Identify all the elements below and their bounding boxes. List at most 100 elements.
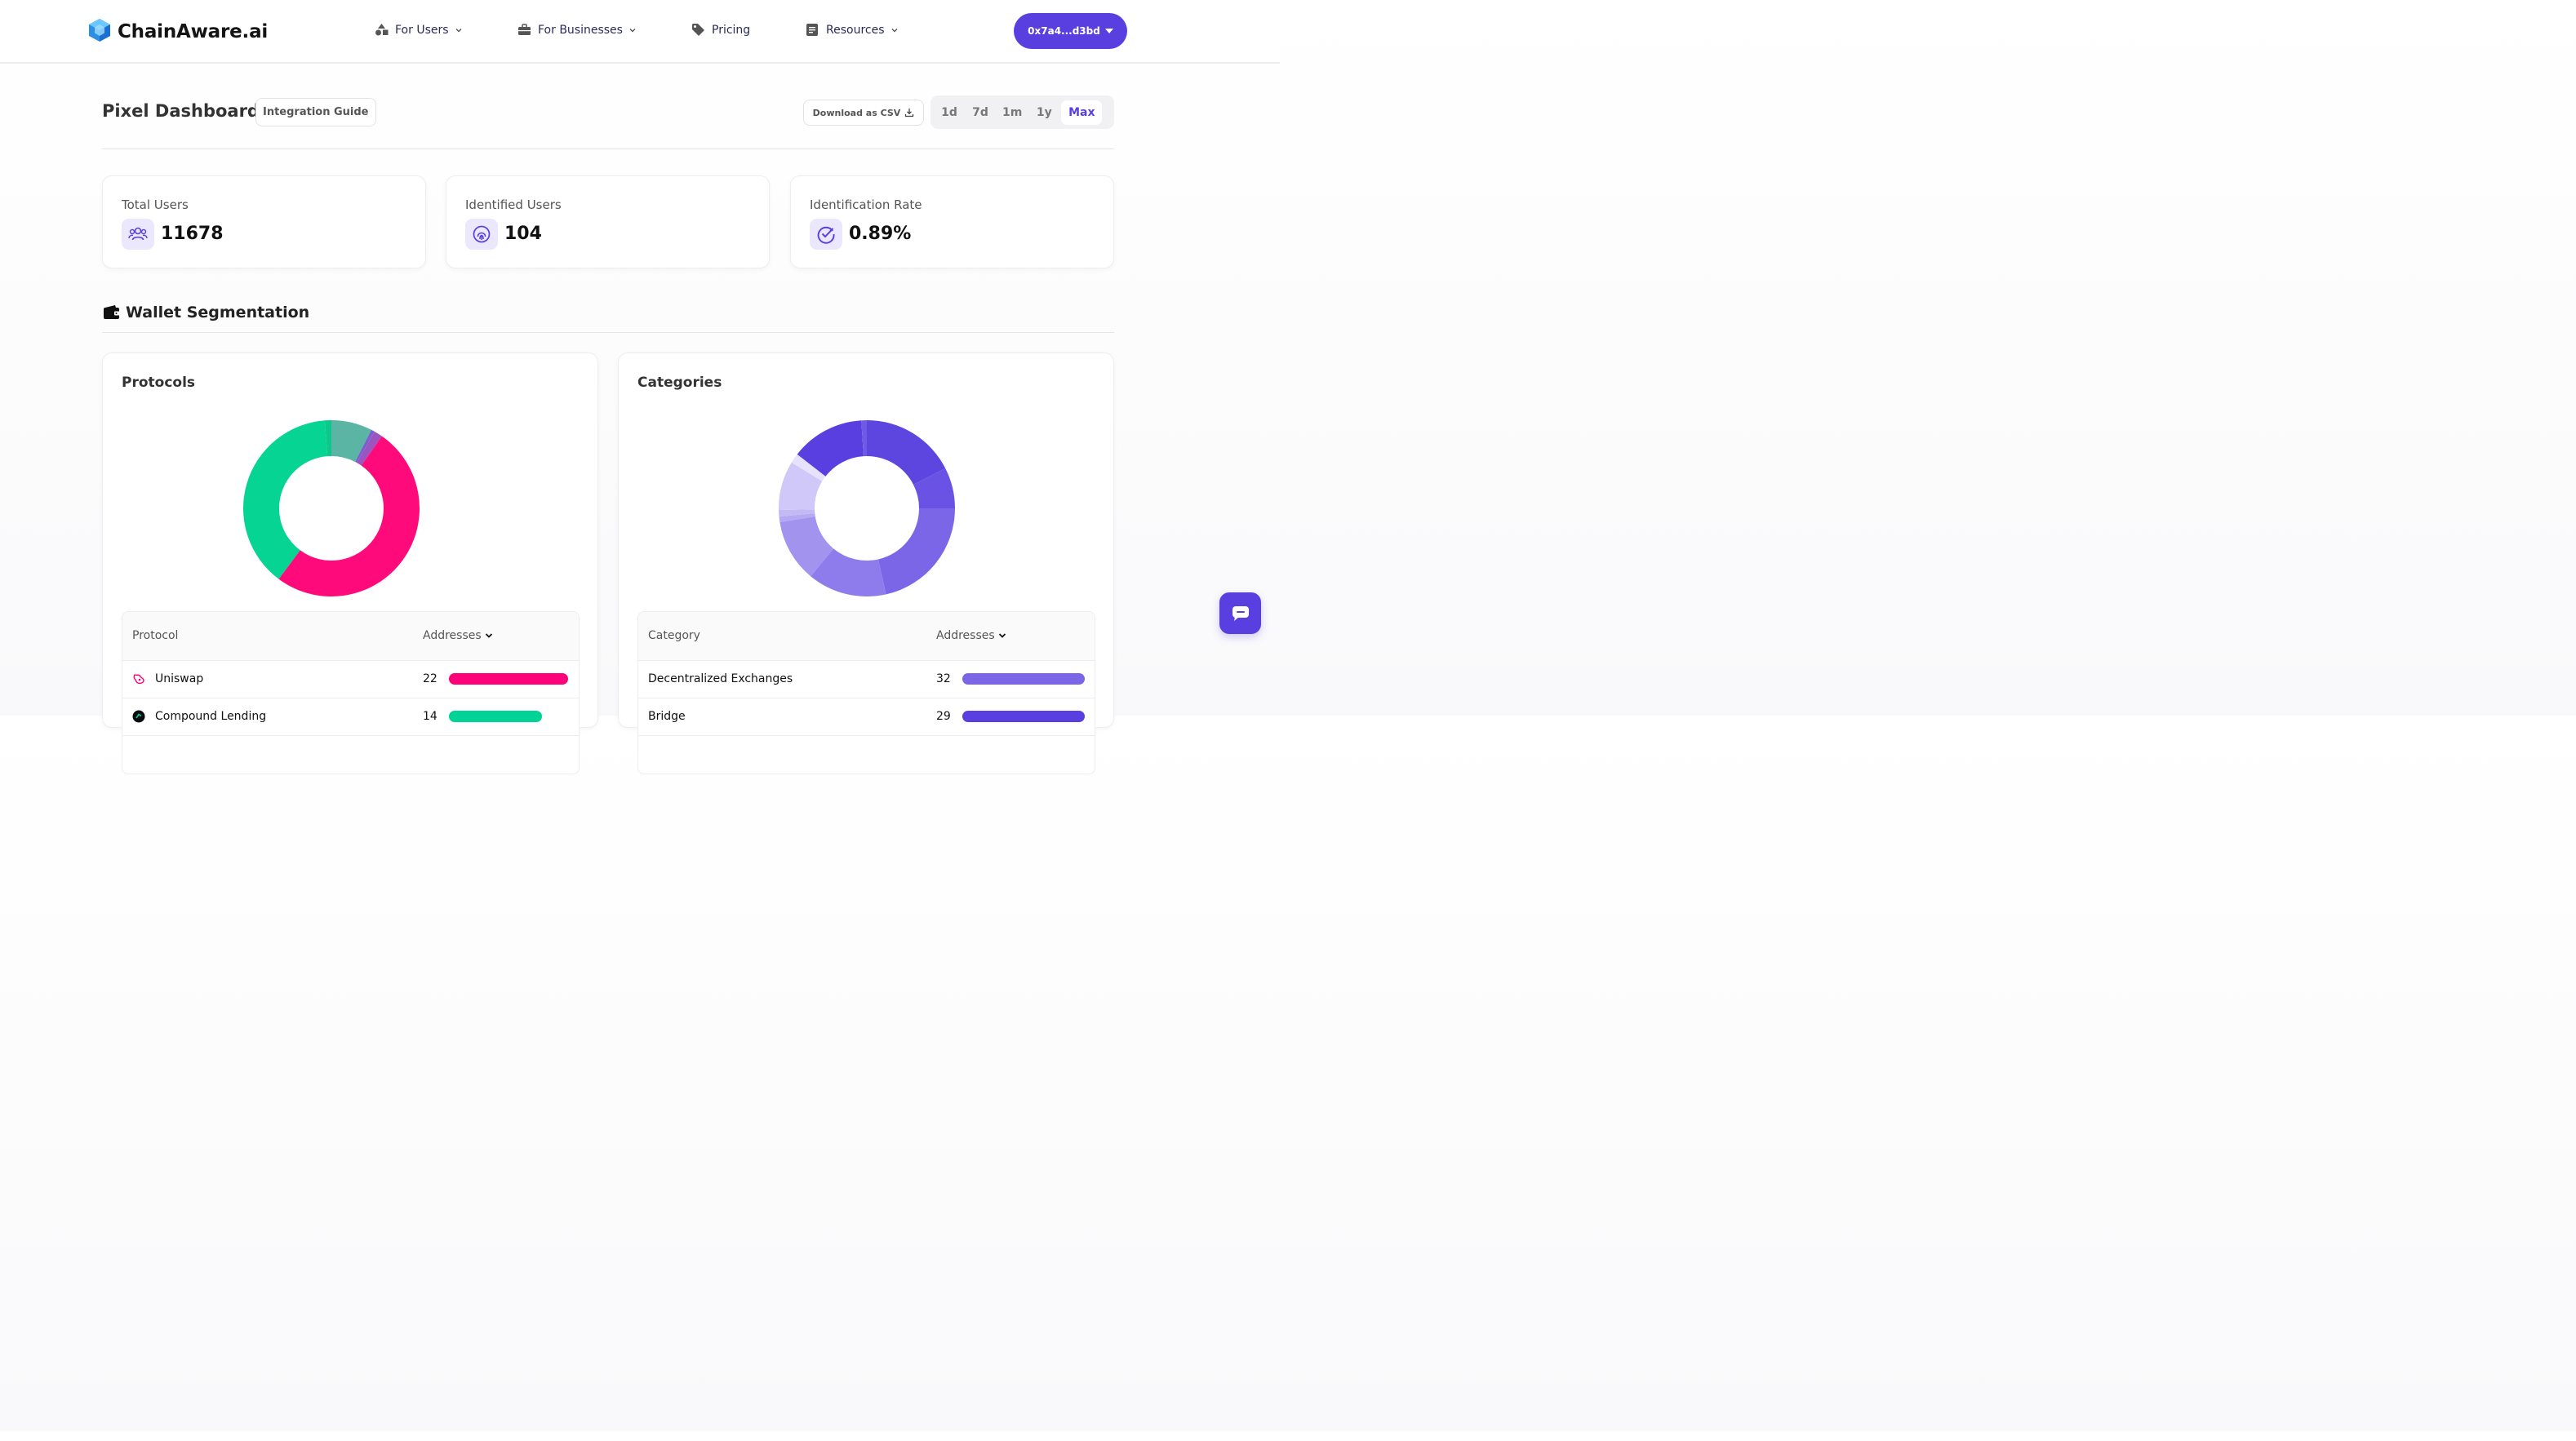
panel-title: Protocols bbox=[122, 375, 196, 391]
users-icon bbox=[122, 219, 154, 250]
wallet-icon bbox=[104, 305, 120, 319]
sort-down-icon bbox=[998, 633, 1006, 638]
table-header: Category Addresses bbox=[638, 612, 1095, 661]
column-header-protocol[interactable]: Protocol bbox=[132, 629, 179, 642]
stat-label: Total Users bbox=[122, 197, 189, 212]
address-bar bbox=[449, 711, 542, 722]
caret-down-icon bbox=[1104, 29, 1113, 33]
address-bar bbox=[962, 673, 1085, 685]
stat-card-total-users: Total Users 11678 bbox=[102, 175, 426, 268]
address-bar bbox=[449, 673, 568, 685]
chevron-down-icon bbox=[629, 29, 636, 33]
table-row[interactable]: Bridge 29 bbox=[638, 698, 1095, 736]
donut-slice[interactable] bbox=[331, 420, 372, 462]
check-circle-icon bbox=[810, 219, 842, 250]
donut-slice[interactable] bbox=[779, 513, 815, 522]
donut-slice[interactable] bbox=[791, 454, 826, 481]
address-count: 22 bbox=[423, 672, 437, 685]
chat-button[interactable] bbox=[1219, 592, 1261, 634]
stat-value: 0.89% bbox=[849, 224, 912, 244]
nav-label: Resources bbox=[826, 24, 885, 37]
categories-donut-chart bbox=[779, 420, 955, 596]
nav-label: Pricing bbox=[712, 24, 751, 37]
range-1m[interactable]: 1m bbox=[1002, 105, 1023, 119]
address-bar bbox=[962, 711, 1085, 722]
chevron-down-icon bbox=[891, 29, 897, 33]
top-navbar: ChainAware.ai For Users For Businesses P… bbox=[0, 0, 1280, 64]
categories-table: Category Addresses Decentralized Exchang… bbox=[637, 611, 1095, 774]
column-header-addresses[interactable]: Addresses bbox=[936, 629, 1006, 642]
category-name: Decentralized Exchanges bbox=[648, 672, 793, 685]
compound-icon bbox=[132, 710, 145, 723]
uniswap-icon bbox=[132, 672, 145, 685]
wallet-button[interactable]: 0x7a4...d3bd bbox=[1014, 13, 1127, 49]
protocol-name-cell: Compound Lending bbox=[132, 710, 266, 723]
table-row[interactable]: Compound Lending 14 bbox=[122, 698, 579, 736]
donut-slice[interactable] bbox=[861, 420, 867, 457]
table-header: Protocol Addresses bbox=[122, 612, 579, 661]
protocol-name-cell: Uniswap bbox=[132, 672, 203, 685]
protocol-name: Uniswap bbox=[155, 672, 204, 685]
address-count: 29 bbox=[936, 710, 951, 723]
donut-slice[interactable] bbox=[278, 436, 420, 596]
page-title: Pixel Dashboard bbox=[102, 101, 260, 121]
stat-value: 104 bbox=[504, 224, 542, 244]
time-range-selector: 1d 7d 1m 1y Max bbox=[930, 95, 1114, 129]
donut-slice[interactable] bbox=[797, 420, 864, 477]
cube-logo-icon bbox=[88, 18, 111, 46]
fingerprint-icon bbox=[465, 219, 498, 250]
table-row[interactable]: Uniswap 22 bbox=[122, 661, 579, 698]
donut-slice[interactable] bbox=[779, 509, 815, 517]
brand-logo[interactable]: ChainAware.ai bbox=[88, 18, 268, 46]
stat-label: Identification Rate bbox=[810, 197, 922, 212]
download-csv-button[interactable]: Download as CSV bbox=[803, 100, 924, 126]
range-1y[interactable]: 1y bbox=[1036, 105, 1052, 119]
section-title: Wallet Segmentation bbox=[103, 304, 309, 321]
chevron-down-icon bbox=[455, 29, 462, 33]
integration-guide-button[interactable]: Integration Guide bbox=[255, 98, 376, 126]
shapes-icon bbox=[375, 23, 389, 38]
range-max[interactable]: Max bbox=[1061, 100, 1103, 125]
donut-slice[interactable] bbox=[867, 420, 946, 485]
donut-slice[interactable] bbox=[357, 431, 382, 466]
donut-slice[interactable] bbox=[913, 468, 955, 508]
download-csv-label: Download as CSV bbox=[812, 107, 901, 118]
categories-panel: Categories Category Addresses Decentrali… bbox=[618, 352, 1114, 774]
donut-slice[interactable] bbox=[877, 508, 955, 595]
range-7d[interactable]: 7d bbox=[972, 105, 988, 119]
donut-slice[interactable] bbox=[355, 429, 375, 463]
protocol-name: Compound Lending bbox=[155, 710, 267, 723]
protocols-donut-chart bbox=[243, 420, 420, 596]
divider bbox=[102, 332, 1114, 333]
donut-slice[interactable] bbox=[779, 462, 823, 511]
donut-slice[interactable] bbox=[324, 420, 331, 457]
column-header-category[interactable]: Category bbox=[648, 629, 700, 642]
document-icon bbox=[806, 23, 820, 38]
donut-slice[interactable] bbox=[779, 517, 834, 577]
column-header-label: Addresses bbox=[423, 629, 482, 642]
column-header-label: Addresses bbox=[936, 629, 995, 642]
nav-pricing[interactable]: Pricing bbox=[691, 23, 750, 38]
protocols-panel: Protocols Protocol Addresses Uniswap 22 bbox=[102, 352, 598, 774]
chat-bubble-icon bbox=[1232, 605, 1249, 621]
nav-for-users[interactable]: For Users bbox=[375, 23, 463, 38]
nav-for-businesses[interactable]: For Businesses bbox=[517, 23, 637, 38]
range-1d[interactable]: 1d bbox=[941, 105, 957, 119]
tag-icon bbox=[691, 23, 706, 38]
stat-label: Identified Users bbox=[465, 197, 562, 212]
address-count: 32 bbox=[936, 672, 951, 685]
column-header-addresses[interactable]: Addresses bbox=[423, 629, 493, 642]
table-row[interactable]: Decentralized Exchanges 32 bbox=[638, 661, 1095, 698]
stat-card-identified-users: Identified Users 104 bbox=[446, 175, 770, 268]
panel-title: Categories bbox=[637, 375, 722, 391]
donut-slice[interactable] bbox=[811, 548, 886, 596]
nav-label: For Businesses bbox=[538, 24, 623, 37]
nav-resources[interactable]: Resources bbox=[806, 23, 899, 38]
protocols-table: Protocol Addresses Uniswap 22 Compound L… bbox=[122, 611, 580, 774]
wallet-address: 0x7a4...d3bd bbox=[1028, 25, 1100, 37]
donut-slice[interactable] bbox=[243, 420, 328, 579]
sort-down-icon bbox=[485, 633, 492, 638]
address-count: 14 bbox=[423, 710, 437, 723]
brand-name: ChainAware.ai bbox=[118, 21, 269, 42]
section-title-text: Wallet Segmentation bbox=[126, 304, 310, 321]
